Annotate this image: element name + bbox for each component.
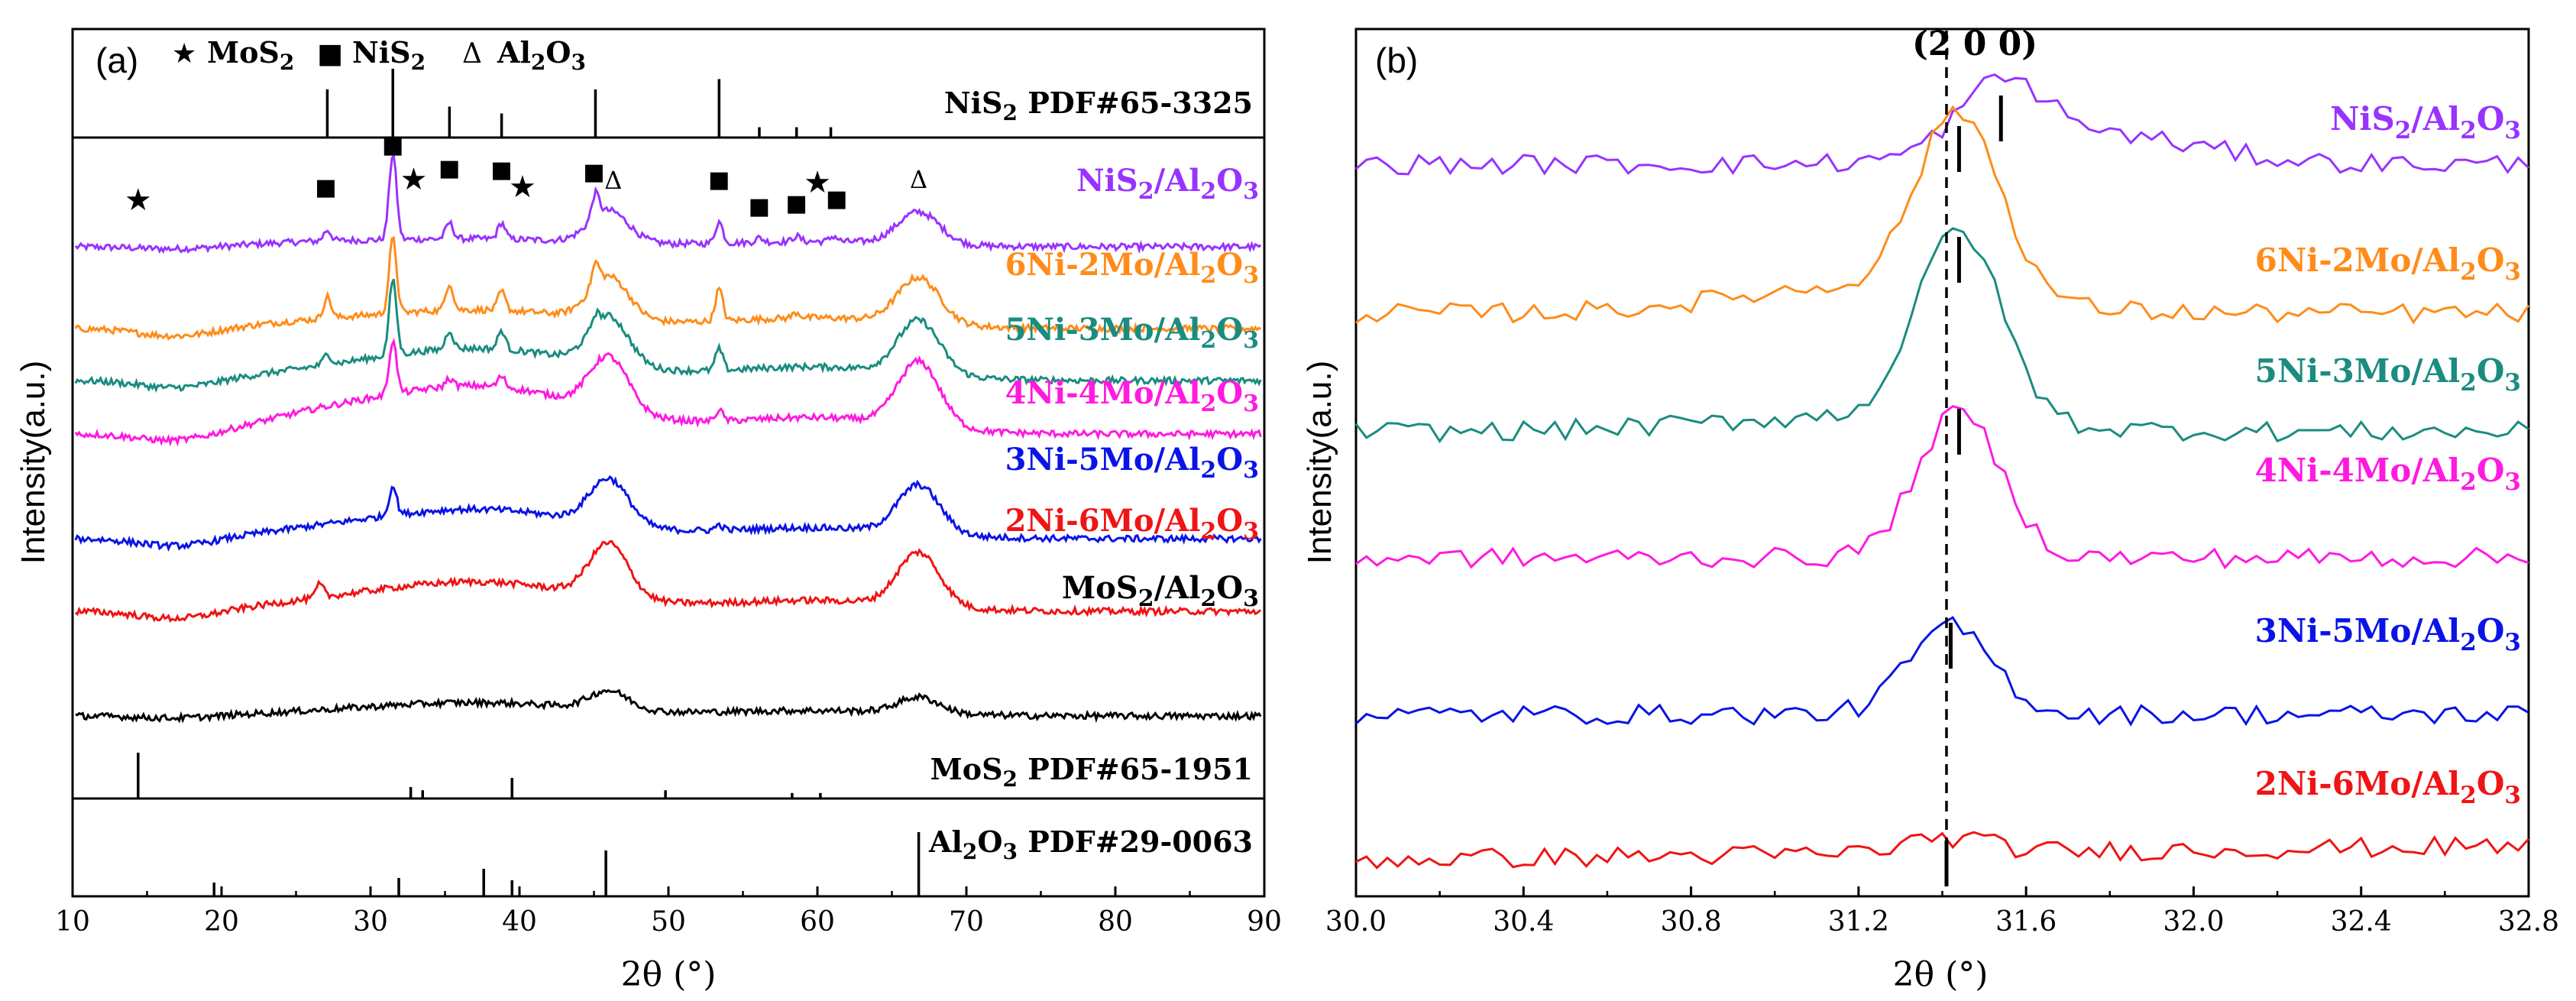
series-a-3ni-5mo-al2o3 — [74, 475, 1262, 552]
x-tick-label: 30 — [353, 906, 388, 938]
panel-a-x-axis-label: 2θ (°) — [621, 955, 717, 994]
series-b-3ni-5mo-al2o3 — [1354, 616, 2529, 727]
panel-a-x-axis: 10 20 30 40 50 60 70 80 90 — [55, 886, 1282, 938]
panel-b-y-axis-label: Intensity(a.u.) — [1301, 361, 1338, 565]
panel-a: (a) ★ MoS2 ■ NiS2 Δ Al2O3 NiS2 PDF#65-3325 MoS… — [15, 28, 1282, 994]
x-tick-label: 32.4 — [2331, 906, 2392, 938]
panel-a-y-axis-label: Intensity(a.u.) — [15, 361, 52, 565]
series-a-label-2ni-6mo-al2o3: 2Ni-6Mo/Al2O3 — [1005, 503, 1259, 545]
phase-marker: ■ — [708, 167, 730, 193]
series-b-2ni-6mo-al2o3 — [1355, 831, 2530, 870]
panel-a-phase-markers: ★ ■■★ ■ ■★ ■ Δ ■■ ■★■Δ — [125, 132, 927, 220]
phase-marker: ★ — [400, 162, 428, 197]
x-tick-label: 31.2 — [1828, 906, 1889, 938]
series-a-nis2-al2o3 — [74, 153, 1262, 254]
series-a-6ni-2mo-al2o3 — [74, 235, 1262, 341]
x-tick-label: 30.8 — [1660, 906, 1721, 938]
series-b-label-5ni-3mo-al2o3: 5Ni-3Mo/Al2O3 — [2255, 352, 2521, 397]
phase-marker: Δ — [910, 165, 927, 194]
series-a-mos2-al2o3 — [75, 688, 1262, 724]
series-b-4ni-4mo-al2o3 — [1355, 405, 2529, 570]
reference-label-mos2-pdf-65-1951: MoS2 PDF#65-1951 — [930, 752, 1253, 792]
x-tick-label: 30.0 — [1325, 906, 1387, 938]
series-b-label-nis2-al2o3: NiS2/Al2O3 — [2330, 100, 2521, 144]
phase-marker: ★ — [804, 165, 831, 200]
reference-mos2-pdf-65-1951: MoS2 PDF#65-1951 — [137, 752, 1253, 799]
phase-marker: ■ — [490, 157, 512, 183]
x-tick-label: 31.6 — [1995, 906, 2057, 938]
phase-marker: ★ — [125, 183, 152, 218]
reference-nis2-pdf-65-3325: NiS2 PDF#65-3325 — [325, 69, 1253, 138]
phase-marker: ■ — [583, 159, 604, 186]
x-tick-label: 50 — [651, 906, 686, 938]
series-b-5ni-3mo-al2o3 — [1354, 227, 2529, 444]
reference-label-al2o3-pdf-29-0063: Al2O3 PDF#29-0063 — [928, 824, 1253, 864]
phase-marker: ■ — [315, 174, 336, 201]
phase-marker: ■ — [826, 186, 847, 212]
panel-a-reference-patterns: NiS2 PDF#65-3325 MoS2 PDF#65-1951 Al2O3 PD… — [137, 69, 1253, 896]
series-b-nis2-al2o3 — [1355, 73, 2530, 176]
panel-a-series — [74, 153, 1262, 724]
panel-a-label: (a) — [95, 40, 138, 80]
phase-marker: ■ — [786, 190, 807, 217]
series-a-4ni-4mo-al2o3 — [74, 338, 1262, 447]
phase-marker: ★ — [509, 170, 536, 205]
legend-label-nis2: NiS2 — [352, 35, 426, 75]
reference-label-nis2-pdf-65-3325: NiS2 PDF#65-3325 — [944, 86, 1253, 125]
x-tick-label: 32.0 — [2163, 906, 2224, 938]
x-tick-label: 30.4 — [1493, 906, 1554, 938]
panel-b-series-labels: NiS2/Al2O3 6Ni-2Mo/Al2O3 5Ni-3Mo/Al2O3 4Ni-… — [2255, 100, 2521, 809]
series-a-label-3ni-5mo-al2o3: 3Ni-5Mo/Al2O3 — [1005, 442, 1259, 484]
x-tick-label: 20 — [204, 906, 239, 938]
legend-symbol-al2o3: Δ — [462, 38, 482, 70]
series-a-label-5ni-3mo-al2o3: 5Ni-3Mo/Al2O3 — [1005, 312, 1259, 354]
legend-symbol-nis2: ■ — [317, 38, 343, 70]
legend-label-al2o3: Al2O3 — [497, 35, 586, 75]
series-a-label-6ni-2mo-al2o3: 6Ni-2Mo/Al2O3 — [1005, 247, 1259, 289]
phase-marker: ■ — [439, 155, 460, 182]
x-tick-label: 70 — [949, 906, 984, 938]
legend-symbol-mos2: ★ — [172, 38, 196, 70]
series-a-label-4ni-4mo-al2o3: 4Ni-4Mo/Al2O3 — [1005, 375, 1259, 417]
legend-label-mos2: MoS2 — [207, 35, 294, 75]
series-a-5ni-3mo-al2o3 — [74, 278, 1262, 394]
phase-marker: ■ — [749, 193, 770, 220]
series-b-label-2ni-6mo-al2o3: 2Ni-6Mo/Al2O3 — [2255, 765, 2521, 809]
panel-b: (b) NiS2/Al2O3 6Ni-2Mo/Al2O3 5Ni-3Mo/Al2O3… — [1301, 24, 2559, 994]
series-b-label-3ni-5mo-al2o3: 3Ni-5Mo/Al2O3 — [2255, 612, 2521, 656]
panel-b-x-axis: 30.0 30.4 30.8 31.2 31.6 32.0 32.4 32.8 — [1325, 886, 2559, 938]
panel-b-annotation: (2 0 0) — [1912, 24, 2037, 63]
series-b-label-4ni-4mo-al2o3: 4Ni-4Mo/Al2O3 — [2255, 452, 2521, 496]
panel-b-label: (b) — [1375, 40, 1418, 80]
panel-b-series — [1354, 73, 2530, 886]
series-a-label-mos2-al2o3: MoS2/Al2O3 — [1062, 570, 1259, 612]
x-tick-label: 90 — [1247, 906, 1282, 938]
panel-a-legend: ★ MoS2 ■ NiS2 Δ Al2O3 — [172, 35, 586, 75]
panel-b-x-axis-label: 2θ (°) — [1893, 955, 1989, 994]
x-tick-label: 40 — [502, 906, 537, 938]
series-b-6ni-2mo-al2o3 — [1355, 105, 2530, 325]
phase-marker: Δ — [604, 166, 622, 195]
x-tick-label: 60 — [800, 906, 835, 938]
series-a-label-nis2-al2o3: NiS2/Al2O3 — [1076, 163, 1259, 205]
x-tick-label: 10 — [55, 906, 90, 938]
reference-al2o3-pdf-29-0063: Al2O3 PDF#29-0063 — [212, 824, 1253, 896]
x-tick-label: 80 — [1098, 906, 1133, 938]
series-a-2ni-6mo-al2o3 — [74, 540, 1262, 623]
panel-a-series-labels: NiS2/Al2O3 6Ni-2Mo/Al2O3 5Ni-3Mo/Al2O3 4Ni-… — [1005, 163, 1259, 612]
x-tick-label: 32.8 — [2498, 906, 2559, 938]
series-b-label-6ni-2mo-al2o3: 6Ni-2Mo/Al2O3 — [2255, 241, 2521, 286]
phase-marker: ■ — [382, 132, 403, 159]
